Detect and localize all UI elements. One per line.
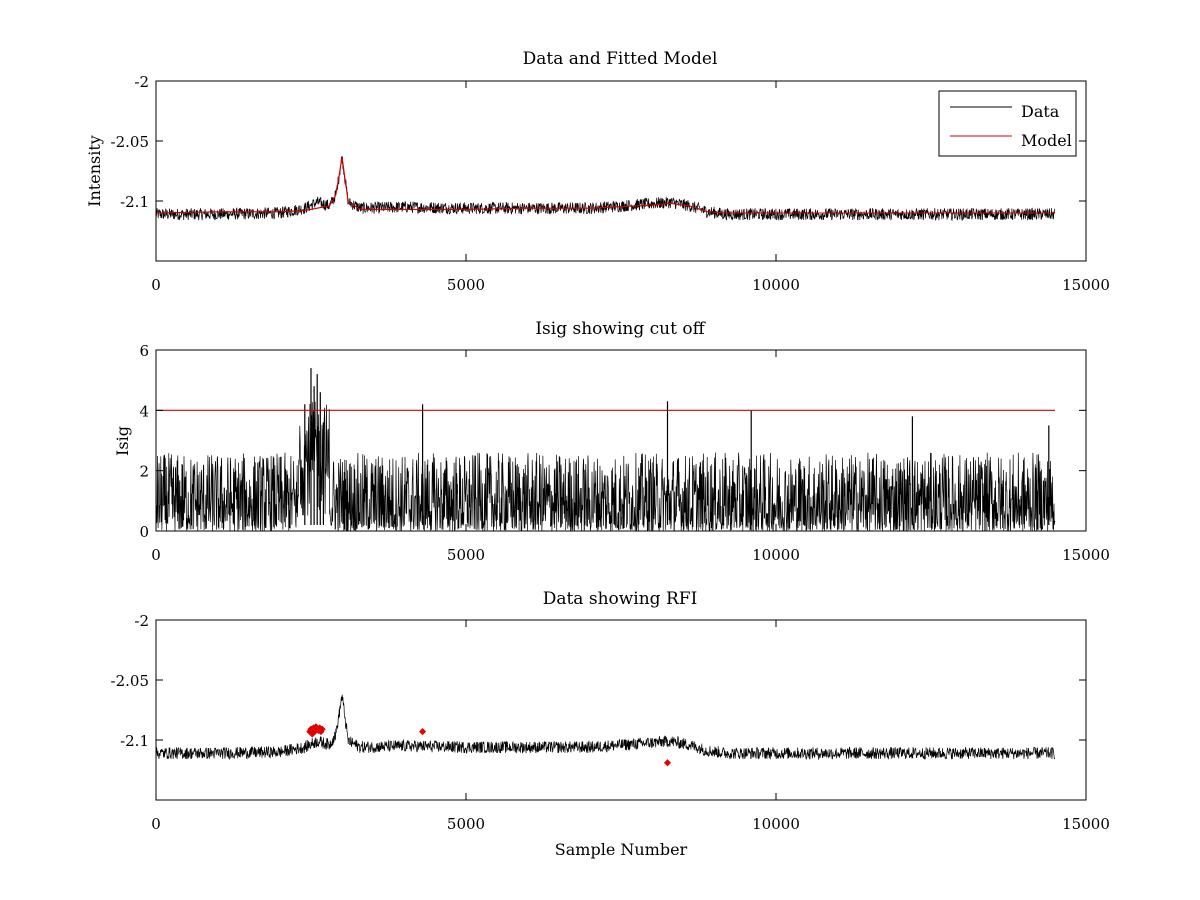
panel-data-rfi: Data showing RFI Sample Number 0 5000 1000…: [111, 589, 1110, 859]
x-tick-label: 10000: [752, 276, 800, 294]
y-tick-label: -2: [134, 612, 149, 630]
x-tick-label: 10000: [752, 815, 800, 833]
plot-area: [155, 368, 1056, 532]
x-tick-label: 5000: [447, 815, 485, 833]
x-tick-label: 0: [151, 276, 161, 294]
y-tick-label: 2: [139, 463, 149, 481]
chart-title: Isig showing cut off: [535, 319, 706, 339]
axes-frame: [155, 349, 1087, 532]
axes-frame: [155, 619, 1087, 801]
series-line: [155, 156, 1055, 214]
x-tick-label: 15000: [1062, 815, 1110, 833]
y-tick-label: -2.1: [120, 193, 149, 211]
x-tick-label: 0: [151, 546, 161, 564]
rfi-point: [419, 728, 427, 736]
y-tick-label: -2.05: [111, 133, 149, 151]
chart-title: Data and Fitted Model: [523, 49, 718, 69]
y-tick-label: 6: [139, 342, 149, 360]
x-tick-label: 5000: [447, 546, 485, 564]
legend-label-data: Data: [1021, 102, 1060, 121]
series-line: [155, 401, 1056, 532]
y-tick-label: 0: [139, 523, 149, 541]
x-tick-label: 5000: [447, 276, 485, 294]
y-tick-label: -2: [134, 73, 149, 91]
y-axis-label: Intensity: [85, 135, 104, 207]
y-axis-label: Isig: [113, 426, 132, 456]
plot-area: [155, 155, 1056, 222]
x-tick-label: 0: [151, 815, 161, 833]
legend: Data Model: [938, 90, 1077, 157]
legend-label-model: Model: [1021, 131, 1072, 150]
x-axis-label: Sample Number: [555, 840, 688, 859]
plot-area: [155, 694, 1056, 767]
series-line: [155, 155, 1056, 222]
y-tick-label: -2.1: [120, 732, 149, 750]
rfi-point: [663, 759, 672, 767]
x-tick-label: 10000: [752, 546, 800, 564]
panel-isig-cutoff: Isig showing cut off Isig 0 5000 10000 1500…: [113, 319, 1110, 564]
chart-title: Data showing RFI: [543, 589, 698, 609]
legend-box: [938, 90, 1077, 157]
series-line: [155, 694, 1056, 761]
x-tick-label: 15000: [1062, 546, 1110, 564]
rfi-point: [318, 725, 326, 733]
y-tick-label: 4: [139, 402, 149, 420]
axes-frame: [155, 80, 1087, 262]
y-tick-label: -2.05: [111, 672, 149, 690]
panel-data-fitted-model: Data and Fitted Model Intensity Data Mod…: [85, 49, 1110, 294]
x-tick-label: 15000: [1062, 276, 1110, 294]
